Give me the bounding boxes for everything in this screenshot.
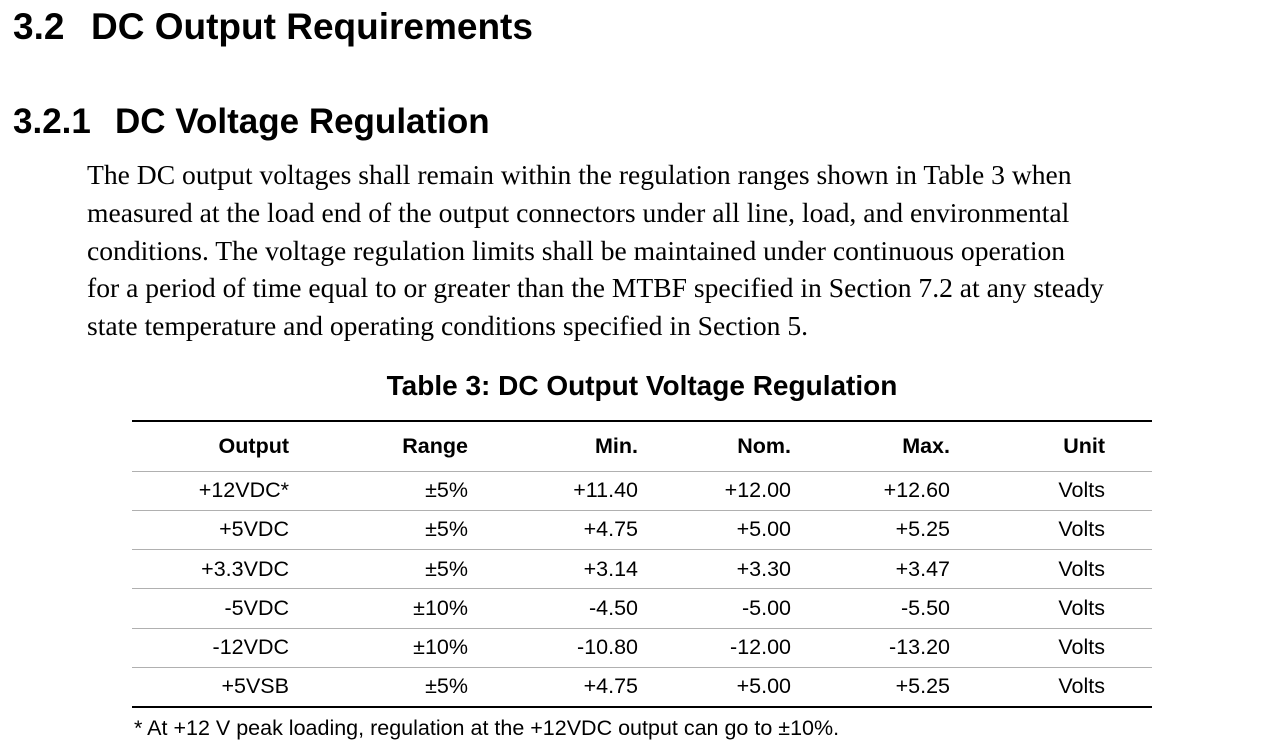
header-nom: Nom. [646, 421, 801, 472]
cell-range: ±5% [314, 510, 486, 551]
cell-output: +5VDC [132, 510, 314, 551]
cell-nom: -5.00 [646, 588, 801, 629]
cell-output: -12VDC [132, 628, 314, 668]
section-title: DC Output Requirements [91, 6, 533, 47]
cell-max: +3.47 [801, 549, 957, 590]
header-min: Min. [486, 421, 646, 472]
cell-nom: +5.00 [646, 667, 801, 708]
cell-unit: Volts [957, 510, 1152, 551]
cell-unit: Volts [957, 549, 1152, 590]
paragraph-line: conditions. The voltage regulation limit… [87, 234, 1066, 266]
table-row: +3.3VDC ±5% +3.14 +3.30 +3.47 Volts [132, 549, 1152, 590]
header-output: Output [132, 421, 314, 472]
table-row: +5VDC ±5% +4.75 +5.00 +5.25 Volts [132, 510, 1152, 551]
cell-range: ±10% [314, 628, 486, 668]
cell-nom: +3.30 [646, 549, 801, 590]
cell-max: +5.25 [801, 510, 957, 551]
cell-output: -5VDC [132, 588, 314, 629]
table-row: +12VDC* ±5% +11.40 +12.00 +12.60 Volts [132, 471, 1152, 511]
cell-max: -5.50 [801, 588, 957, 629]
cell-min: +4.75 [486, 510, 646, 551]
regulation-paragraph: The DC output voltages shall remain with… [87, 156, 1267, 345]
cell-nom: +12.00 [646, 471, 801, 511]
cell-max: -13.20 [801, 628, 957, 668]
cell-unit: Volts [957, 471, 1152, 511]
cell-nom: +5.00 [646, 510, 801, 551]
cell-min: +3.14 [486, 549, 646, 590]
subsection-number: 3.2.1 [13, 102, 91, 141]
table-caption: Table 3: DC Output Voltage Regulation [386, 370, 898, 401]
header-max: Max. [801, 421, 957, 472]
cell-max: +5.25 [801, 667, 957, 708]
table-header-row: Output Range Min. Nom. Max. Unit [132, 421, 1152, 472]
table-row: -12VDC ±10% -10.80 -12.00 -13.20 Volts [132, 628, 1152, 668]
table-footnote: * At +12 V peak loading, regulation at t… [134, 716, 840, 740]
cell-nom: -12.00 [646, 628, 801, 668]
cell-range: ±5% [314, 471, 486, 511]
table-row: -5VDC ±10% -4.50 -5.00 -5.50 Volts [132, 588, 1152, 629]
cell-unit: Volts [957, 588, 1152, 629]
cell-min: -4.50 [486, 588, 646, 629]
cell-min: +4.75 [486, 667, 646, 708]
cell-range: ±10% [314, 588, 486, 629]
cell-min: -10.80 [486, 628, 646, 668]
paragraph-line: state temperature and operating conditio… [87, 310, 809, 342]
cell-unit: Volts [957, 667, 1152, 708]
paragraph-line: measured at the load end of the output c… [87, 196, 1070, 228]
table-row: +5VSB ±5% +4.75 +5.00 +5.25 Volts [132, 667, 1152, 708]
section-heading: 3.2 DC Output Requirements [13, 3, 533, 51]
cell-unit: Volts [957, 628, 1152, 668]
cell-min: +11.40 [486, 471, 646, 511]
cell-max: +12.60 [801, 471, 957, 511]
paragraph-line: The DC output voltages shall remain with… [87, 159, 1072, 190]
cell-range: ±5% [314, 667, 486, 708]
subsection-heading: 3.2.1 DC Voltage Regulation [13, 100, 490, 144]
paragraph-line: for a period of time equal to or greater… [87, 272, 1104, 304]
cell-output: +12VDC* [132, 471, 314, 511]
cell-output: +3.3VDC [132, 549, 314, 590]
header-unit: Unit [957, 421, 1152, 472]
header-range: Range [314, 421, 486, 472]
cell-range: ±5% [314, 549, 486, 590]
voltage-regulation-table: Output Range Min. Nom. Max. Unit +12VDC*… [132, 420, 1152, 708]
cell-output: +5VSB [132, 667, 314, 708]
section-number: 3.2 [13, 6, 65, 47]
subsection-title: DC Voltage Regulation [115, 102, 490, 141]
